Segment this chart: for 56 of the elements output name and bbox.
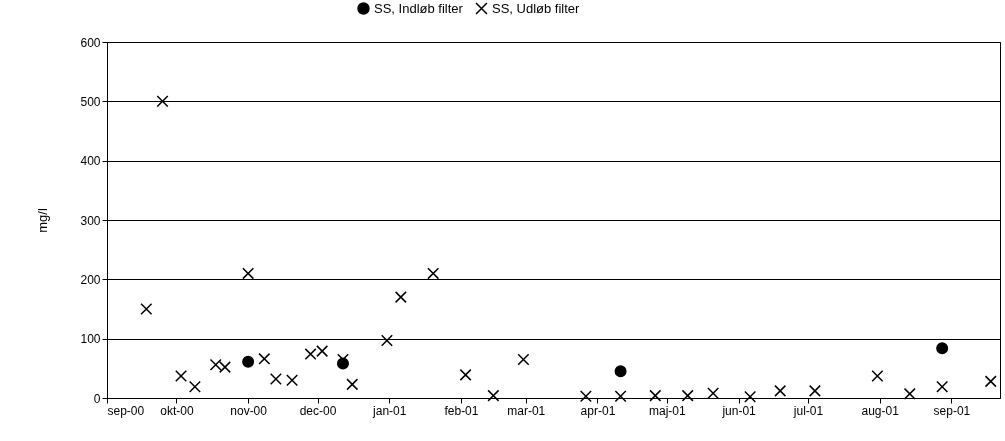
point (984, 375, 997, 388)
point (346, 378, 359, 391)
point (936, 380, 949, 393)
point (614, 390, 627, 403)
point (336, 353, 349, 366)
point (218, 361, 231, 374)
x-tick-label: aug-01 (861, 403, 900, 418)
point (614, 365, 627, 378)
x-tick-label: jun-01 (721, 403, 757, 418)
point (871, 370, 884, 383)
point (394, 291, 407, 304)
x-tick-label: jan-01 (372, 403, 407, 418)
y-tick-label: 400 (80, 154, 101, 169)
point (242, 355, 255, 368)
y-tick-label: 0 (93, 391, 101, 406)
point (427, 267, 440, 280)
point (258, 352, 271, 365)
y-tick-label: 300 (80, 213, 101, 228)
legend-label: SS, Indløb filter (374, 0, 464, 16)
y-tick-label: 500 (80, 94, 101, 109)
x-tick-label: jul-01 (792, 403, 824, 418)
y-tick-label: 600 (80, 35, 101, 50)
point (175, 370, 188, 383)
point (304, 348, 317, 361)
point (579, 390, 592, 403)
x-tick-label: sep-01 (933, 403, 971, 418)
point (286, 374, 299, 387)
x-tick-label: mar-01 (507, 403, 546, 418)
point (156, 95, 169, 108)
point (209, 358, 222, 371)
x-tick-label: dec-00 (299, 403, 337, 418)
y-axis-title: mg/l (35, 208, 51, 233)
x-tick-label: okt-00 (160, 403, 194, 418)
point (188, 380, 201, 393)
point (649, 389, 662, 402)
legend-label: SS, Udløb filter (492, 0, 581, 16)
point (140, 303, 153, 315)
point (517, 353, 530, 366)
point (744, 390, 757, 403)
point (269, 373, 282, 386)
point (316, 345, 329, 358)
point (903, 387, 916, 400)
point (487, 389, 500, 402)
x-tick-label: apr-01 (580, 403, 616, 418)
point (380, 334, 393, 347)
point (681, 389, 694, 402)
x-tick-label: sep-00 (107, 403, 145, 418)
point (242, 267, 255, 280)
x-tick-label: maj-01 (649, 403, 687, 418)
x-tick-label: nov-00 (230, 403, 268, 418)
point (459, 368, 472, 381)
point (936, 342, 949, 355)
y-tick-label: 200 (80, 272, 101, 287)
y-tick-label: 100 (80, 332, 101, 347)
point (774, 384, 787, 397)
x-tick-label: feb-01 (444, 403, 479, 418)
